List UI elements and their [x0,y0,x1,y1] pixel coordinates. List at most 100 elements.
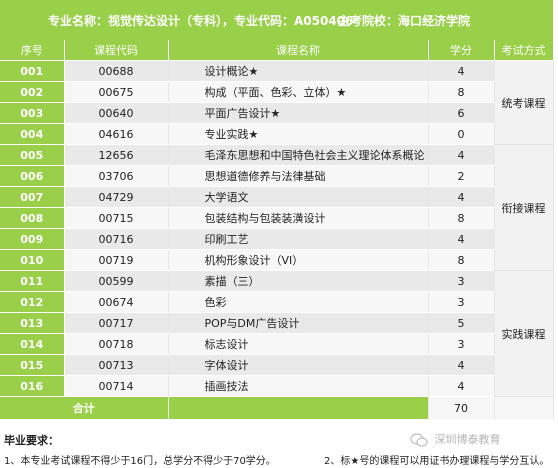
row-number: 007 [0,186,65,208]
requirement-item-1: 1、本专业考试课程不得少于16门，总学分不得少于70学分。 [4,456,276,467]
course-credit: 2 [428,165,495,187]
table-row: 002 00675 构成（平面、色彩、立体）★ 8 [0,81,553,103]
course-name: 包装结构与包装装潢设计 [168,207,429,229]
course-code: 00714 [64,375,169,397]
table-row: 009 00716 印刷工艺 4 [0,228,553,250]
column-header: 序号 [0,40,65,61]
table-row: 012 00674 色彩 3 [0,291,553,313]
course-name: 平面广告设计★ [168,102,429,124]
exam-method: 统考课程 [494,60,554,145]
total-method-blank [494,396,554,420]
course-credit: 6 [428,102,495,124]
column-header-row: 序号 课程代码 课程名称 学分 考试方式 [0,40,554,61]
course-name: 印刷工艺 [168,228,429,250]
course-name: 标志设计 [168,333,429,355]
table-row: 014 00718 标志设计 3 [0,333,553,355]
table-row: 011 00599 素描（三） 3 实践课程 [0,270,554,397]
course-name: 插画技法 [168,375,429,397]
exam-method: 实践课程 [494,270,554,397]
course-credit: 8 [428,81,495,103]
course-code: 12656 [64,144,169,166]
course-credit: 4 [428,144,495,166]
course-name: 素描（三） [168,270,429,292]
course-code: 00713 [64,354,169,376]
row-number: 016 [0,375,65,397]
course-code: 00674 [64,291,169,313]
course-code: 00688 [64,60,169,82]
row-number: 009 [0,228,65,250]
course-name: 设计概论★ [168,60,429,82]
course-credit: 8 [428,207,495,229]
table-row: 003 00640 平面广告设计★ 6 [0,102,553,124]
course-credit: 5 [428,312,495,334]
total-row: 合计 70 [0,396,554,420]
wechat-icon [410,433,435,447]
course-code: 00640 [64,102,169,124]
course-credit: 4 [428,60,495,82]
major-info: 专业名称：视觉传达设计（专科），专业代码：A050406 [48,14,354,28]
course-code: 00717 [64,312,169,334]
total-spacer [168,396,429,420]
course-code: 00599 [64,270,169,292]
table-row: 001 00688 设计概论★ 4 统考课程 [0,60,554,145]
course-name: 字体设计 [168,354,429,376]
course-table: 序号 课程代码 课程名称 学分 考试方式 001 00688 设计概论★ 4 统… [0,40,554,420]
course-name: POP与DM广告设计 [168,312,429,334]
course-name: 专业实践★ [168,123,429,145]
requirements-title: 毕业要求： [4,434,59,447]
course-code: 00715 [64,207,169,229]
row-number: 008 [0,207,65,229]
table-row: 006 03706 思想道德修养与法律基础 2 [0,165,553,187]
row-number: 014 [0,333,65,355]
table-row: 010 00719 机构形象设计（VI） 8 [0,249,553,271]
table-row: 004 04616 专业实践★ 0 [0,123,553,145]
course-credit: 3 [428,333,495,355]
watermark: 深圳博泰教育 [410,431,501,447]
row-number: 012 [0,291,65,313]
table-row: 016 00714 插画技法 4 [0,375,553,397]
total-label: 合计 [0,396,169,420]
course-credit: 4 [428,228,495,250]
course-code: 04616 [64,123,169,145]
exam-method: 衔接课程 [494,144,554,271]
course-code: 00719 [64,249,169,271]
row-number: 001 [0,60,65,82]
course-credit: 4 [428,354,495,376]
course-credit: 3 [428,291,495,313]
course-credit: 4 [428,375,495,397]
table-row: 005 12656 毛泽东思想和中国特色社会主义理论体系概论 4 衔接课程 [0,144,554,271]
course-name: 构成（平面、色彩、立体）★ [168,81,429,103]
column-header: 学分 [428,40,495,61]
row-number: 011 [0,270,65,292]
row-number: 015 [0,354,65,376]
row-number: 013 [0,312,65,334]
course-code: 03706 [64,165,169,187]
column-header: 课程名称 [168,40,429,61]
course-credit: 0 [428,123,495,145]
course-name: 机构形象设计（VI） [168,249,429,271]
row-number: 004 [0,123,65,145]
row-number: 003 [0,102,65,124]
course-code: 00718 [64,333,169,355]
table-row: 008 00715 包装结构与包装装潢设计 8 [0,207,553,229]
course-name: 毛泽东思想和中国特色社会主义理论体系概论 [168,144,429,166]
column-header: 课程代码 [64,40,169,61]
school-info: 主考院校：海口经济学院 [338,14,471,28]
course-name: 思想道德修养与法律基础 [168,165,429,187]
course-code: 00716 [64,228,169,250]
requirement-item-2: 2、标★号的课程可以用证书办理课程与学分互认。 [324,456,550,467]
table-header-banner: 专业名称：视觉传达设计（专科），专业代码：A050406 主考院校：海口经济学院 [0,0,553,40]
row-number: 010 [0,249,65,271]
row-number: 006 [0,165,65,187]
course-credit: 8 [428,249,495,271]
table-row: 015 00713 字体设计 4 [0,354,553,376]
total-credit: 70 [428,396,495,420]
course-name: 大学语文 [168,186,429,208]
row-number: 005 [0,144,65,166]
table-row: 013 00717 POP与DM广告设计 5 [0,312,553,334]
column-header: 考试方式 [494,40,554,61]
course-code: 00675 [64,81,169,103]
table-row: 007 04729 大学语文 4 [0,186,553,208]
row-number: 002 [0,81,65,103]
course-code: 04729 [64,186,169,208]
